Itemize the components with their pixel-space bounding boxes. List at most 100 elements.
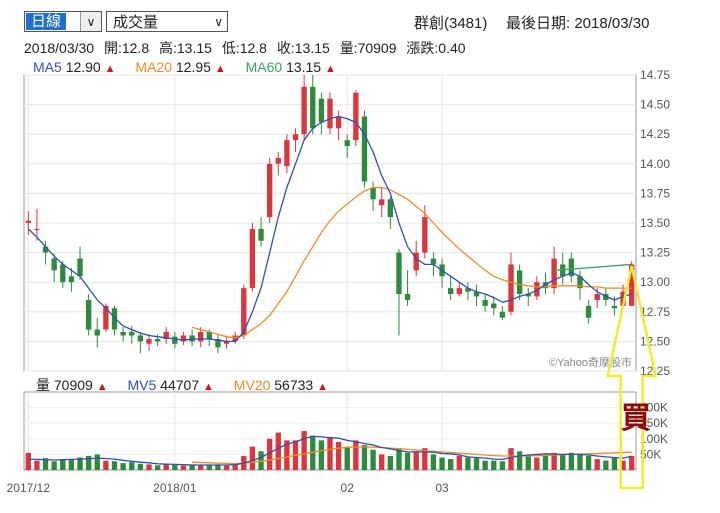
stock-name: 群創(3481) [414,15,488,32]
candle-body [568,258,575,277]
up-arrow-icon: ▲ [214,63,226,75]
volume-bar [344,446,350,470]
quote-volume: 量:70909 [339,40,397,56]
price-tick-label: 13.75 [640,186,670,200]
candle-body [249,228,256,289]
candle-body [585,305,592,318]
candle-body [577,276,583,289]
candle-body [266,163,273,218]
candle-body [310,86,316,129]
volume-bar [327,437,333,470]
volume-bar [585,455,592,470]
candle-body [258,228,264,241]
candle-body [611,305,618,309]
candle-body [120,331,126,336]
volume-tick-label: 200K [640,401,668,415]
volume-value: 70909 [53,377,93,393]
candle-body [103,305,109,330]
candle-body [25,220,31,223]
candle-body [491,303,497,309]
chevron-down-icon[interactable]: ∨ [214,15,223,29]
volume-bar [180,465,187,470]
volume-bar [172,465,178,470]
candle-body [335,116,342,129]
volume-bar [482,460,488,470]
volume-bar [594,459,600,470]
price-tick-label: 14.25 [640,127,670,141]
volume-bar [206,465,212,470]
mv5-line [28,435,632,466]
indicator-select[interactable]: 成交量 ∨ [106,11,228,32]
candle-body [198,331,204,342]
up-arrow-icon: ▲ [317,381,328,393]
candle-body [525,294,531,297]
ma5-line [27,115,632,343]
volume-bar [620,460,626,470]
price-tick-label: 14.50 [640,98,670,112]
volume-bar [499,461,506,470]
candle-body [413,252,419,271]
candle-body [430,258,437,265]
candle-body [344,140,350,147]
ma60-label: MA60 [245,59,283,75]
volume-bar [473,458,480,470]
volume-bar [85,455,92,470]
ma5-value: 12.90 [65,59,101,75]
chevron-down-icon[interactable]: ∨ [80,12,101,31]
candle-body [361,116,368,182]
volume-bar [249,446,256,470]
period-select[interactable]: 日線 ∨ [24,11,102,32]
volume-label: 量 [36,377,50,393]
volume-bar [353,440,359,470]
period-select-value: 日線 [26,13,67,30]
volume-bar [448,459,454,470]
volume-bar [577,454,583,470]
candle-body [163,331,169,340]
volume-bar [51,461,57,470]
ma20-line [191,186,632,339]
quote-change: 漲跌:0.40 [406,40,466,56]
volume-bar [77,457,83,470]
volume-bar [68,459,75,470]
indicator-select-value: 成交量 [113,14,159,31]
last-date: 最後日期: 2018/03/30 [506,15,650,32]
candle-body [154,339,161,342]
mv20-line [192,446,632,465]
volume-bar [542,455,549,470]
candle-body [146,339,152,344]
volume-bar [318,440,325,470]
volume-bar [335,441,342,470]
candle-body [594,294,600,300]
up-arrow-icon: ▲ [203,381,214,393]
volume-bar [516,451,523,470]
volume-bar [603,460,609,470]
volume-bar [491,460,497,470]
ma-legend: MA5 12.90 ▲ MA20 12.95 ▲ MA60 13.15 ▲ [33,59,352,75]
candle-body [560,264,566,277]
ma5-label: MA5 [33,59,62,75]
volume-bar [163,464,169,470]
volume-bar [137,463,144,470]
volume-bar [568,452,575,470]
price-tick-label: 14.75 [640,68,670,82]
candle-body [85,299,92,330]
candle-body [473,291,480,297]
candle-body [448,288,454,295]
candle-body [318,98,325,123]
volume-bar [60,460,66,470]
candle-body [620,291,626,306]
volume-bar [560,454,566,470]
volume-bar [465,457,471,470]
candle-body [180,335,187,342]
quote-close: 收:13.15 [276,40,330,56]
mv5-legend: MV5 44707 ▲ [128,377,214,393]
candle-body [551,258,557,289]
price-tick-label: 12.50 [640,334,670,348]
candle-body [111,308,118,330]
candle-body [215,339,221,348]
volume-bar [266,438,273,470]
quote-line: 2018/03/30 開:12.8 高:13.15 低:12.8 收:13.15… [24,38,472,58]
ma5-legend: MA5 12.90 ▲ [33,59,116,75]
volume-bar [34,460,40,470]
mv20-label: MV20 [233,377,271,393]
